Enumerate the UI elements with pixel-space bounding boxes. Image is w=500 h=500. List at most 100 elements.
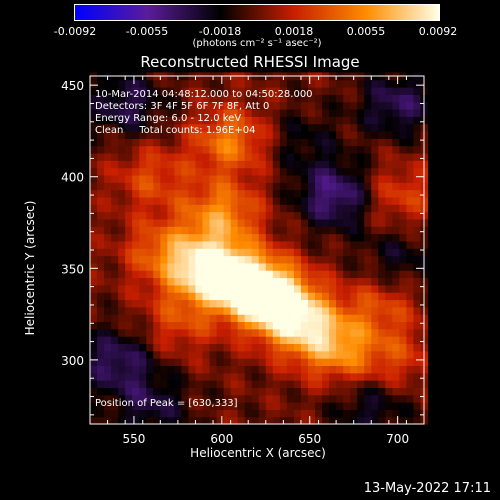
- heatmap-cell: [111, 402, 119, 410]
- heatmap-cell: [230, 402, 239, 410]
- heatmap-cell: [195, 350, 204, 359]
- heatmap-cell: [343, 138, 351, 147]
- heatmap-cell: [378, 94, 386, 103]
- heatmap-cell: [392, 248, 400, 257]
- heatmap-cell: [378, 409, 386, 418]
- heatmap-cell: [279, 145, 288, 154]
- heatmap-cell: [371, 270, 379, 279]
- heatmap-cell: [315, 358, 323, 366]
- heatmap-cell: [132, 387, 140, 396]
- heatmap-cell: [118, 152, 126, 161]
- heatmap-cell: [378, 196, 386, 205]
- heatmap-cell: [188, 248, 197, 257]
- heatmap-cell: [357, 277, 365, 286]
- heatmap-cell: [315, 218, 323, 227]
- heatmap-cell: [293, 211, 302, 220]
- heatmap-cell: [406, 292, 415, 301]
- heatmap-cell: [174, 240, 183, 249]
- heatmap-cell: [322, 358, 330, 366]
- heatmap-cell: [153, 196, 161, 205]
- heatmap-cell: [223, 321, 232, 330]
- heatmap-cell: [322, 299, 330, 308]
- heatmap-cell: [371, 328, 379, 337]
- heatmap-cell: [300, 262, 309, 271]
- heatmap-cell: [300, 204, 309, 213]
- heatmap-cell: [153, 306, 161, 315]
- heatmap-cell: [111, 365, 119, 374]
- heatmap-cell: [364, 182, 372, 191]
- heatmap-cell: [230, 138, 239, 147]
- heatmap-cell: [139, 394, 147, 403]
- heatmap-cell: [357, 394, 365, 403]
- heatmap-cell: [293, 152, 302, 161]
- heatmap-cell: [153, 284, 161, 293]
- heatmap-cell: [315, 328, 323, 337]
- chart-title: Reconstructed RHESSI Image: [140, 53, 360, 71]
- heatmap-cell: [181, 380, 190, 388]
- heatmap-cell: [223, 402, 232, 410]
- heatmap-cell: [322, 86, 330, 95]
- heatmap-cell: [258, 108, 267, 117]
- x-tick-label: 700: [386, 432, 409, 446]
- heatmap-cell: [343, 101, 351, 110]
- heatmap-cell: [153, 167, 161, 176]
- heatmap-cell: [216, 270, 225, 279]
- heatmap-cell: [371, 233, 379, 242]
- heatmap-cell: [216, 314, 225, 323]
- heatmap-cell: [322, 108, 330, 117]
- y-tick-label: 400: [61, 171, 84, 185]
- heatmap-cell: [265, 328, 274, 337]
- heatmap-cell: [272, 328, 281, 337]
- heatmap-cell: [399, 248, 408, 257]
- heatmap-cell: [357, 350, 365, 359]
- heatmap-cell: [153, 299, 161, 308]
- heatmap-cell: [279, 387, 288, 396]
- heatmap-cell: [371, 174, 379, 183]
- heatmap-cell: [195, 270, 204, 279]
- heatmap-cell: [343, 182, 351, 191]
- heatmap-cell: [336, 218, 344, 227]
- heatmap-cell: [216, 402, 225, 410]
- heatmap-cell: [336, 123, 344, 132]
- heatmap-cell: [230, 409, 239, 418]
- heatmap-cell: [188, 138, 197, 147]
- heatmap-cell: [413, 409, 422, 418]
- heatmap-cell: [286, 328, 295, 337]
- heatmap-cell: [399, 233, 408, 242]
- heatmap-cell: [350, 108, 358, 117]
- heatmap-cell: [307, 145, 316, 154]
- heatmap-cell: [364, 160, 372, 169]
- heatmap-cell: [300, 372, 309, 381]
- heatmap-cell: [406, 255, 415, 264]
- heatmap-cell: [378, 189, 386, 198]
- heatmap-cell: [279, 321, 288, 330]
- heatmap-cell: [378, 240, 386, 249]
- heatmap-cell: [357, 248, 365, 257]
- heatmap-cell: [111, 174, 119, 183]
- heatmap-cell: [160, 321, 168, 330]
- heatmap-cell: [216, 138, 225, 147]
- heatmap-cell: [223, 138, 232, 147]
- heatmap-cell: [125, 204, 133, 213]
- heatmap-cell: [216, 130, 225, 139]
- heatmap-cell: [118, 277, 126, 286]
- heatmap-cell: [251, 402, 260, 410]
- heatmap-cell: [406, 321, 415, 330]
- heatmap-cell: [371, 152, 379, 161]
- heatmap-cell: [209, 123, 218, 132]
- heatmap-cell: [413, 204, 422, 213]
- heatmap-cell: [329, 101, 337, 110]
- heatmap-cell: [153, 380, 161, 388]
- heatmap-cell: [300, 358, 309, 366]
- heatmap-cell: [188, 218, 197, 227]
- heatmap-cell: [336, 416, 344, 425]
- heatmap-cell: [406, 138, 415, 147]
- heatmap-cell: [111, 123, 119, 132]
- heatmap-cell: [132, 277, 140, 286]
- heatmap-cell: [307, 94, 316, 103]
- heatmap-cell: [343, 365, 351, 374]
- heatmap-cell: [385, 387, 393, 396]
- heatmap-cell: [181, 321, 190, 330]
- heatmap-cell: [216, 116, 225, 125]
- heatmap-cell: [406, 358, 415, 366]
